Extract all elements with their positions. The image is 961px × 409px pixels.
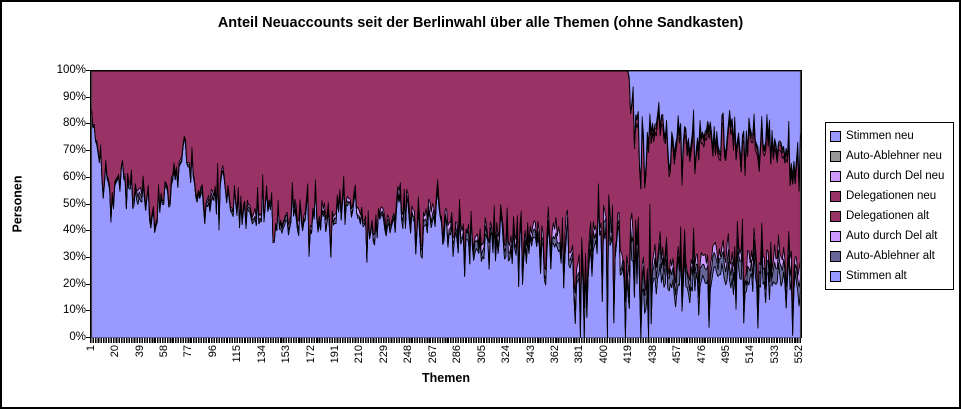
chart-title: Anteil Neuaccounts seit der Berlinwahl ü… bbox=[217, 15, 744, 31]
legend-label: Stimmen alt bbox=[846, 270, 907, 282]
y-tick-label: 100% bbox=[56, 64, 86, 76]
stacked-area-chart bbox=[91, 71, 801, 338]
legend-swatch-icon bbox=[830, 230, 841, 242]
legend-label: Auto durch Del neu bbox=[846, 170, 945, 182]
y-axis-title: Personen bbox=[4, 70, 30, 337]
legend-item: Auto durch Del neu bbox=[830, 170, 949, 182]
y-tick-mark bbox=[86, 96, 91, 98]
legend-item: Auto durch Del alt bbox=[830, 230, 949, 242]
legend-label: Auto durch Del alt bbox=[846, 230, 938, 242]
legend-label: Delegationen neu bbox=[846, 190, 937, 202]
y-tick-mark bbox=[86, 230, 91, 232]
legend-item: Stimmen neu bbox=[830, 130, 949, 142]
legend: Stimmen neu Auto-Ablehner neu Auto durch D… bbox=[825, 122, 954, 290]
y-tick-mark bbox=[86, 310, 91, 312]
area-series-stimmen-neu bbox=[91, 71, 801, 182]
y-tick-label: 40% bbox=[62, 224, 86, 237]
legend-item: Delegationen neu bbox=[830, 190, 949, 202]
y-tick-mark bbox=[86, 150, 91, 152]
legend-item: Auto-Ablehner alt bbox=[830, 250, 949, 262]
y-tick-mark bbox=[86, 176, 91, 178]
area-series-delegationen-alt bbox=[91, 71, 801, 323]
y-tick-mark bbox=[86, 337, 91, 338]
y-tick-label: 70% bbox=[62, 144, 86, 157]
y-tick-label: 90% bbox=[62, 90, 86, 103]
legend-swatch-icon bbox=[830, 250, 841, 262]
legend-item: Auto-Ablehner neu bbox=[830, 150, 949, 162]
legend-swatch-icon bbox=[830, 190, 841, 202]
legend-label: Auto-Ablehner alt bbox=[846, 250, 935, 262]
legend-label: Auto-Ablehner neu bbox=[846, 150, 942, 162]
y-tick-label: 60% bbox=[62, 170, 86, 183]
plot-area bbox=[90, 70, 802, 339]
legend-label: Stimmen neu bbox=[846, 130, 914, 142]
y-tick-mark bbox=[86, 283, 91, 285]
legend-label: Delegationen alt bbox=[846, 210, 930, 222]
legend-swatch-icon bbox=[830, 170, 841, 182]
x-axis-title: Themen bbox=[422, 371, 470, 385]
y-tick-label: 20% bbox=[62, 277, 86, 290]
y-tick-mark bbox=[86, 203, 91, 205]
legend-swatch-icon bbox=[830, 130, 841, 142]
y-tick-label: 30% bbox=[62, 250, 86, 263]
y-tick-label: 0% bbox=[69, 331, 86, 343]
y-tick-mark bbox=[86, 123, 91, 125]
y-axis-title-text: Personen bbox=[10, 175, 24, 232]
legend-swatch-icon bbox=[830, 210, 841, 222]
legend-item: Delegationen alt bbox=[830, 210, 949, 222]
y-tick-mark bbox=[86, 70, 91, 71]
legend-item: Stimmen alt bbox=[830, 270, 949, 282]
y-tick-label: 50% bbox=[62, 197, 86, 210]
legend-swatch-icon bbox=[830, 270, 841, 282]
y-tick-mark bbox=[86, 256, 91, 258]
x-axis-tick-marks bbox=[90, 338, 802, 343]
y-tick-label: 80% bbox=[62, 117, 86, 130]
y-tick-label: 10% bbox=[62, 304, 86, 317]
legend-swatch-icon bbox=[830, 150, 841, 162]
